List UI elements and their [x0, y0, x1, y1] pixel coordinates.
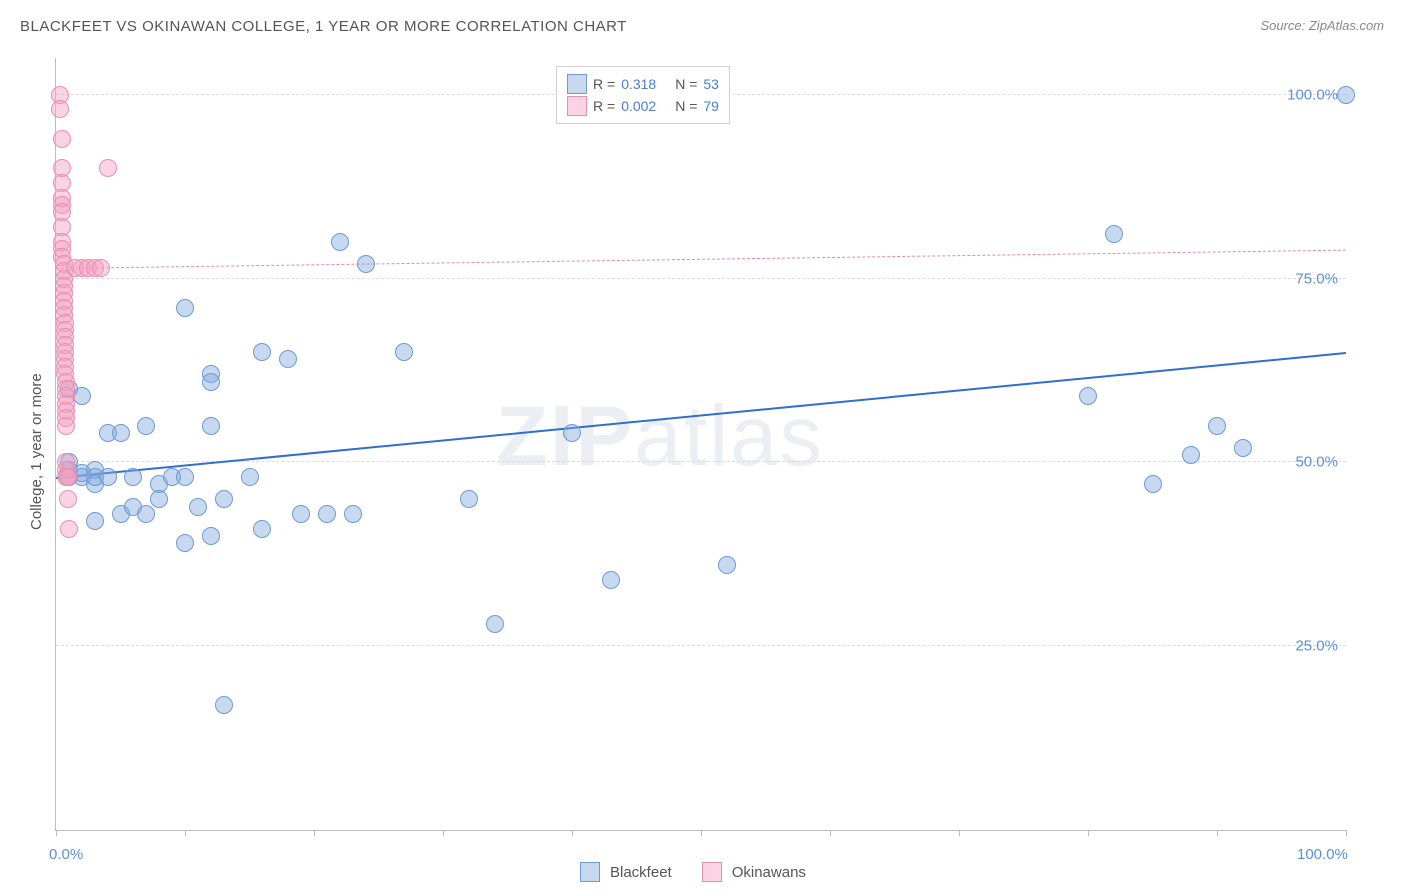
data-point — [137, 505, 155, 523]
y-tick-label: 50.0% — [1295, 454, 1338, 471]
x-tick — [1217, 830, 1218, 836]
n-value: 53 — [703, 76, 719, 92]
r-value: 0.318 — [621, 76, 669, 92]
legend-label: Okinawans — [732, 864, 806, 881]
data-point — [331, 233, 349, 251]
data-point — [176, 468, 194, 486]
legend-label: Blackfeet — [610, 864, 672, 881]
data-point — [112, 424, 130, 442]
x-tick — [185, 830, 186, 836]
trend-line — [56, 352, 1346, 479]
n-value: 79 — [703, 98, 719, 114]
data-point — [60, 520, 78, 538]
chart-title: BLACKFEET VS OKINAWAN COLLEGE, 1 YEAR OR… — [20, 18, 627, 35]
data-point — [1105, 225, 1123, 243]
legend-swatch — [567, 74, 587, 94]
x-tick — [959, 830, 960, 836]
legend-swatch — [702, 862, 722, 882]
data-point — [1234, 439, 1252, 457]
legend-row: R = 0.318 N = 53 — [567, 73, 719, 95]
data-point — [486, 615, 504, 633]
data-point — [344, 505, 362, 523]
data-point — [53, 130, 71, 148]
trend-line — [56, 249, 1346, 268]
plot-area: ZIPatlas 25.0% 50.0% 75.0% 100.0% — [55, 58, 1346, 831]
series-legend: Blackfeet Okinawans — [580, 862, 826, 882]
data-point — [460, 490, 478, 508]
r-label: R = — [593, 76, 615, 92]
data-point — [357, 255, 375, 273]
data-point — [189, 498, 207, 516]
data-point — [292, 505, 310, 523]
data-point — [73, 387, 91, 405]
n-label: N = — [675, 98, 697, 114]
data-point — [137, 417, 155, 435]
data-point — [1182, 446, 1200, 464]
y-tick-label: 75.0% — [1295, 270, 1338, 287]
data-point — [202, 527, 220, 545]
data-point — [202, 373, 220, 391]
r-label: R = — [593, 98, 615, 114]
data-point — [150, 490, 168, 508]
data-point — [176, 534, 194, 552]
n-label: N = — [675, 76, 697, 92]
data-point — [59, 490, 77, 508]
data-point — [1337, 86, 1355, 104]
data-point — [718, 556, 736, 574]
legend-swatch — [580, 862, 600, 882]
x-tick — [830, 830, 831, 836]
data-point — [318, 505, 336, 523]
data-point — [215, 490, 233, 508]
source-attribution: Source: ZipAtlas.com — [1260, 18, 1384, 33]
x-tick — [572, 830, 573, 836]
y-tick-label: 100.0% — [1287, 86, 1338, 103]
data-point — [395, 343, 413, 361]
data-point — [57, 417, 75, 435]
gridline — [56, 645, 1346, 646]
x-tick — [1088, 830, 1089, 836]
gridline — [56, 461, 1346, 462]
data-point — [92, 259, 110, 277]
watermark: ZIPatlas — [496, 388, 824, 486]
data-point — [241, 468, 259, 486]
data-point — [215, 696, 233, 714]
correlation-legend: R = 0.318 N = 53 R = 0.002 N = 79 — [556, 66, 730, 124]
x-tick — [56, 830, 57, 836]
data-point — [1208, 417, 1226, 435]
watermark-rest: atlas — [634, 389, 824, 484]
data-point — [86, 512, 104, 530]
legend-row: R = 0.002 N = 79 — [567, 95, 719, 117]
data-point — [99, 159, 117, 177]
x-tick — [443, 830, 444, 836]
x-tick — [314, 830, 315, 836]
data-point — [99, 468, 117, 486]
gridline — [56, 278, 1346, 279]
data-point — [176, 299, 194, 317]
y-axis-label: College, 1 year or more — [28, 373, 45, 530]
data-point — [1079, 387, 1097, 405]
y-tick-label: 25.0% — [1295, 638, 1338, 655]
data-point — [124, 468, 142, 486]
data-point — [51, 100, 69, 118]
x-tick-label: 0.0% — [49, 846, 83, 863]
r-value: 0.002 — [621, 98, 669, 114]
data-point — [202, 417, 220, 435]
x-tick-label: 100.0% — [1297, 846, 1348, 863]
data-point — [253, 343, 271, 361]
data-point — [602, 571, 620, 589]
x-tick — [701, 830, 702, 836]
x-tick — [1346, 830, 1347, 836]
data-point — [1144, 475, 1162, 493]
legend-swatch — [567, 96, 587, 116]
data-point — [563, 424, 581, 442]
data-point — [279, 350, 297, 368]
data-point — [59, 468, 77, 486]
data-point — [253, 520, 271, 538]
